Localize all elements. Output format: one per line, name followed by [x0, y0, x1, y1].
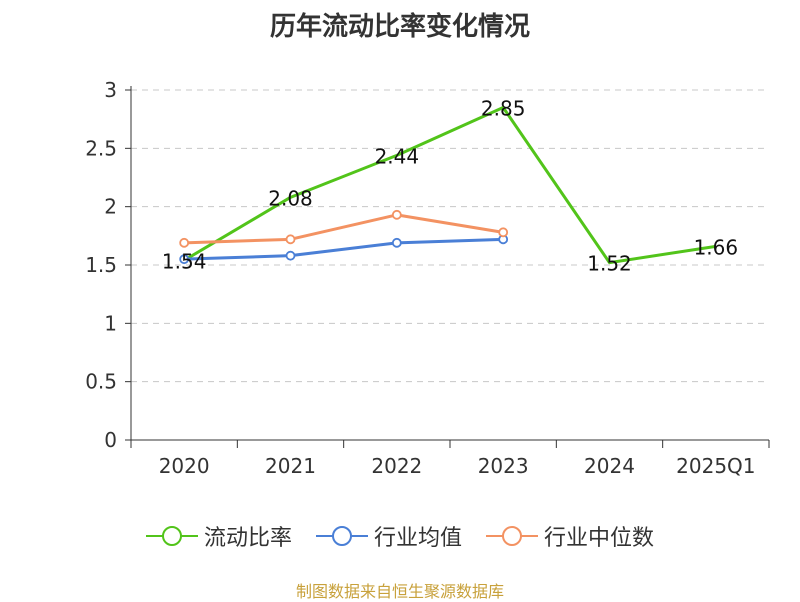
legend-swatch-current-ratio: [145, 526, 198, 546]
x-tick-label: 2023: [478, 454, 529, 478]
data-point: [391, 209, 402, 220]
legend-item-current-ratio[interactable]: 流动比率: [145, 520, 292, 552]
x-tick-label: 2020: [159, 454, 210, 478]
data-label: 2.44: [375, 144, 420, 168]
grid-lines: [131, 89, 769, 383]
legend-swatch-industry-avg: [315, 526, 368, 546]
data-point: [391, 237, 402, 248]
legend-item-industry-median[interactable]: 行业中位数: [486, 520, 654, 552]
legend-item-industry-avg[interactable]: 行业均值: [315, 520, 462, 552]
data-point: [179, 254, 190, 265]
y-tick-label: 1.5: [85, 253, 117, 277]
data-point: [285, 234, 296, 245]
legend: 流动比率 行业均值 行业中位数: [0, 520, 800, 552]
x-tick-label: 2021: [265, 454, 316, 478]
legend-label-industry-median: 行业中位数: [544, 526, 655, 551]
x-tick-label: 2025Q1: [676, 454, 755, 478]
data-point: [179, 237, 190, 248]
series-line: [183, 106, 717, 265]
legend-label-current-ratio: 流动比率: [203, 526, 292, 551]
data-label: 2.85: [481, 97, 526, 121]
y-tick-label: 0: [104, 428, 117, 452]
data-label: 1.54: [162, 249, 207, 273]
y-tick-label: 1: [104, 311, 117, 335]
y-tick-label: 2.5: [85, 136, 117, 160]
data-labels: 1.54 2.08 2.44 2.85 1.52 1.66: [162, 97, 738, 276]
legend-label-industry-avg: 行业均值: [373, 526, 462, 551]
y-tick-label: 3: [104, 78, 117, 102]
data-point: [285, 250, 296, 261]
series-line: [184, 237, 504, 261]
y-tick-label: 0.5: [85, 370, 117, 394]
data-label: 1.52: [587, 252, 632, 276]
series-line: [184, 213, 504, 245]
chart-title: 历年流动比率变化情况: [269, 12, 530, 42]
x-tick-label: 2022: [371, 454, 422, 478]
legend-swatch-industry-median: [486, 526, 538, 546]
series-lines: [179, 106, 717, 265]
source-note: 制图数据来自恒生聚源数据库: [295, 582, 504, 601]
data-label: 2.08: [268, 186, 313, 210]
y-tick-label: 2: [104, 195, 117, 219]
data-point: [498, 227, 509, 238]
data-label: 1.66: [694, 235, 739, 259]
x-tick-label: 2024: [584, 454, 635, 478]
